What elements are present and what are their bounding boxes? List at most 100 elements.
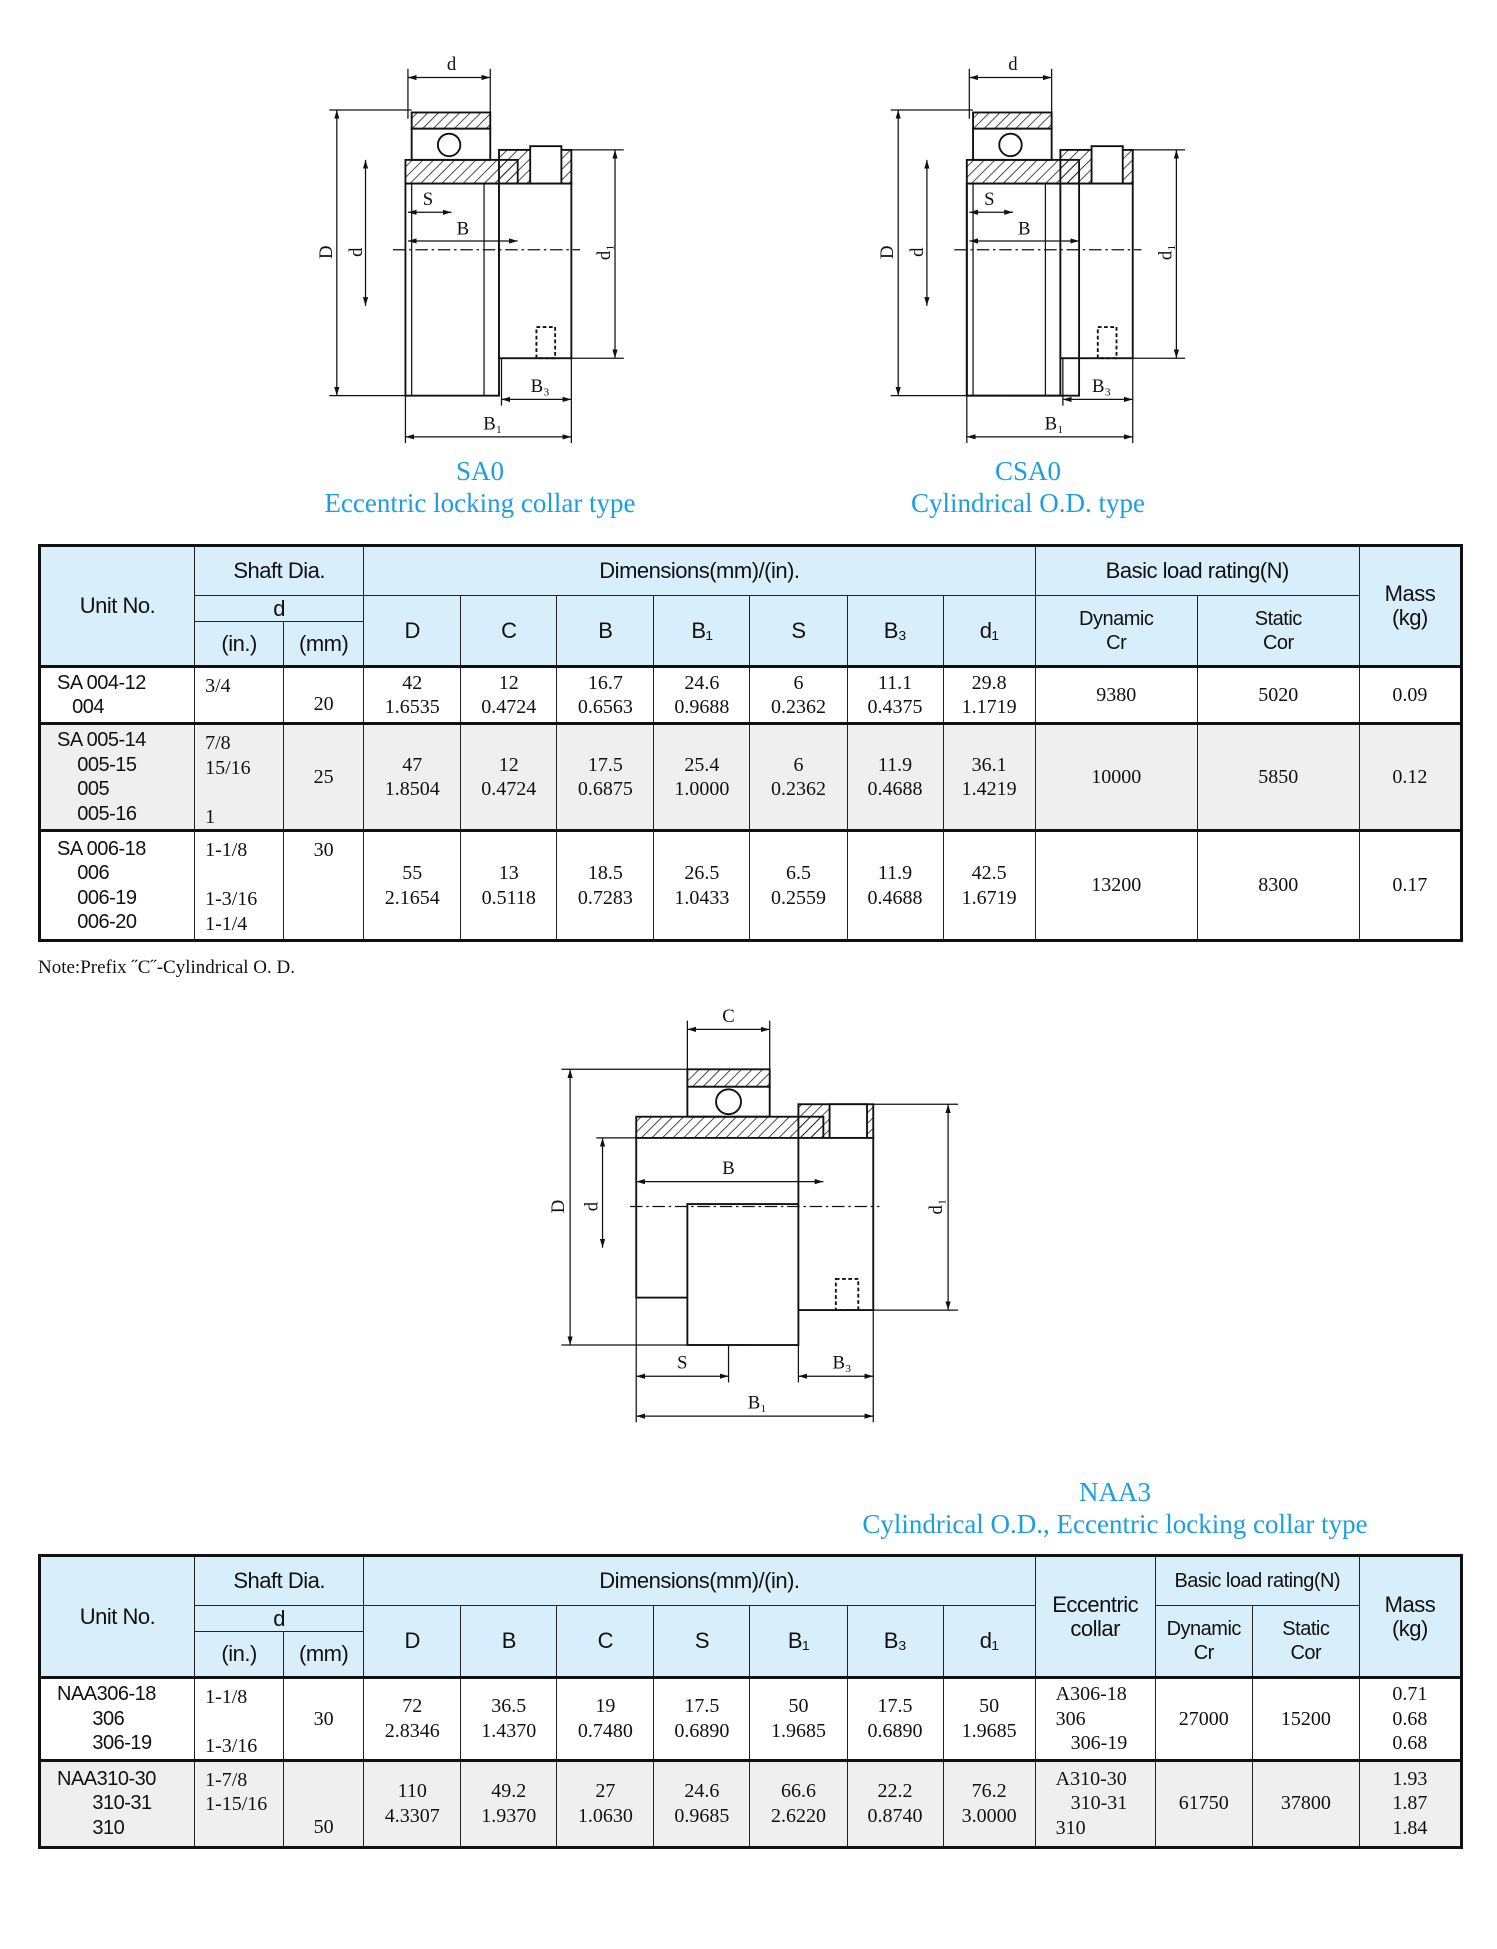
table-row: NAA310-30 310-31 310 1-7/8 1-15/16 50 110 … [38,1759,1463,1849]
dim-3: 25.4 1.0000 [653,723,751,832]
outer-ring [972,111,1053,130]
outer-ring [410,111,492,130]
dim-0: 47 1.8504 [363,723,462,832]
header-col-1: C [460,595,558,668]
shaft-in: 3/4 [194,666,285,725]
header-shaft-dia: Shaft Dia. [194,1555,365,1606]
header-col-5: B₃ [846,595,944,668]
label-B: B [457,219,469,240]
set-screw-hole [834,1277,860,1312]
shaft-in: 1-7/8 1-15/16 [194,1759,285,1849]
header-col-5: B₃ [846,1605,944,1679]
label-B: B [722,1158,734,1179]
dim-4: 50 1.9685 [749,1677,848,1762]
header-col-1: B [460,1605,558,1679]
dim-4: 66.6 2.6220 [749,1759,848,1849]
header-static: Static Cor [1251,1605,1360,1679]
dim-0: 72 2.8346 [363,1677,462,1762]
label-B1: B₁ [483,413,502,434]
cylindrical-od [965,182,1081,397]
dim-5: 22.2 0.8740 [846,1759,944,1849]
shaft-mm: 20 [283,666,365,725]
dim-6: 42.5 1.6719 [942,830,1036,942]
set-screw [828,1103,868,1139]
label-D: D [316,245,337,259]
ball-icon [998,132,1023,158]
header-col-4: B₁ [749,1605,848,1679]
label-S: S [677,1353,687,1374]
collar-body [1059,182,1134,360]
mass: 0.09 [1358,666,1463,725]
dim-2: 18.5 0.7283 [556,830,655,942]
label-B3: B₃ [833,1353,852,1374]
shaft-mm: 30 [283,830,365,942]
header-col-4: S [749,595,848,668]
header-col-2: C [556,1605,655,1679]
header-col-0: D [363,595,462,668]
label-B1: B₁ [748,1393,767,1414]
table-row: SA 006-18 006 006-19 006-20 1-1/8 1-3/16 … [38,830,1463,942]
eccentric-collar: A310-30 310-31 310 [1034,1759,1156,1849]
label-d: d [907,247,928,257]
header-mass: Mass (kg) [1358,545,1463,668]
header-col-3: B₁ [653,595,751,668]
header-dimensions: Dimensions(mm)/(in). [363,1555,1036,1606]
dim-6: 36.1 1.4219 [942,723,1036,832]
dim-1: 36.5 1.4370 [460,1677,558,1762]
table-row: NAA306-18 306 306-19 1-1/8 1-3/16 30 72 2.8… [38,1677,1463,1762]
csa0-code: CSA0 [994,456,1062,486]
sa-spec-table: Unit No. Shaft Dia. Dimensions(mm)/(in).… [38,544,1463,942]
static-cor: 37800 [1251,1759,1360,1849]
dim-0: 42 1.6535 [363,666,462,725]
mass: 0.71 0.68 0.68 [1358,1677,1463,1762]
mass: 1.93 1.87 1.84 [1358,1759,1463,1849]
dim-1: 12 0.4724 [460,666,558,725]
header-dimensions: Dimensions(mm)/(in). [363,545,1036,596]
dynamic-cr: 13200 [1034,830,1198,942]
label-d: d [582,1201,603,1211]
label-d1: d₁ [1155,244,1176,260]
label-d-top: d [447,54,457,75]
dynamic-cr: 9380 [1034,666,1198,725]
static-cor: 5020 [1196,666,1360,725]
unit-no: NAA306-18 306 306-19 [38,1677,196,1762]
header-col-6: d₁ [942,595,1036,668]
inner-ring-body [965,182,1062,397]
header-mm: (mm) [283,1631,365,1679]
unit-no: NAA310-30 310-31 310 [38,1759,196,1849]
label-B3: B₃ [531,376,550,397]
dim-2: 16.7 0.6563 [556,666,655,725]
inner-ring-body [404,182,500,397]
dim-4: 6 0.2362 [749,666,848,725]
label-d1: d₁ [594,244,615,260]
unit-no: SA 005-14 005-15 005 005-16 [38,723,196,832]
naa3-code: NAA3 [1079,1477,1151,1507]
header-dynamic: Dynamic Cr [1154,1605,1253,1679]
header-eccentric-collar: Eccentric collar [1034,1555,1156,1679]
set-screw [529,145,563,185]
dim-2: 17.5 0.6875 [556,723,655,832]
mass: 0.12 [1358,723,1463,832]
label-D: D [877,245,898,259]
collar-body [498,182,573,360]
csa0-title: CSA0 Cylindrical O.D. type [778,455,1278,519]
header-shaft-dia: Shaft Dia. [194,545,365,596]
label-S: S [984,189,994,210]
shaft-mm: 25 [283,723,365,832]
static-cor: 8300 [1196,830,1360,942]
shaft-mm: 50 [283,1759,365,1849]
dim-3: 17.5 0.6890 [653,1677,751,1762]
dim-2: 27 1.0630 [556,1759,655,1849]
header-d: d [194,595,365,622]
header-d: d [194,1605,365,1632]
shaft-in: 1-1/8 1-3/16 [194,1677,285,1762]
header-in: (in.) [194,1631,285,1679]
dim-2: 19 0.7480 [556,1677,655,1762]
naa3-drawing: C D d d₁ B S B₃ B₁ [548,1006,959,1423]
inner-ring-body [686,1203,800,1346]
dim-6: 76.2 3.0000 [942,1759,1036,1849]
static-cor: 5850 [1196,723,1360,832]
header-load-rating: Basic load rating(N) [1154,1555,1360,1606]
